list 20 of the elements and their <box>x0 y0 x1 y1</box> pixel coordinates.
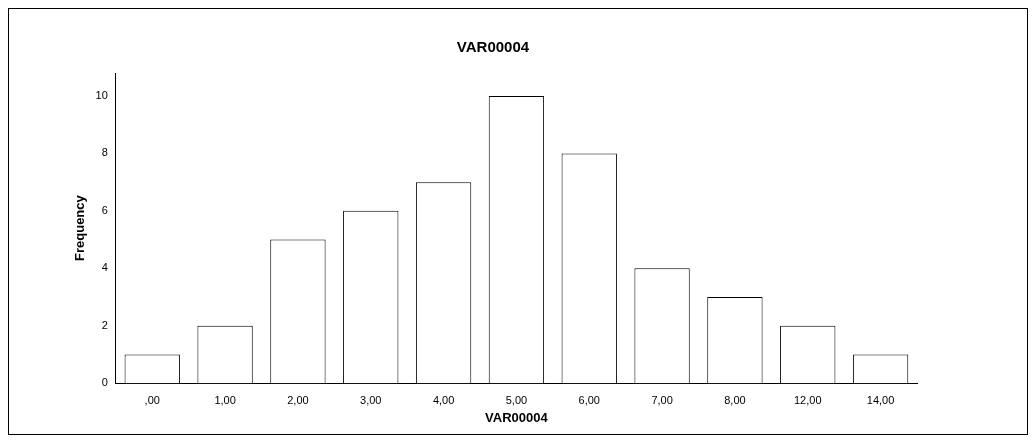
x-tick-label: ,00 <box>144 393 160 406</box>
x-axis-title: VAR00004 <box>485 409 549 425</box>
x-tick-label: 3,00 <box>360 393 382 406</box>
x-tick-label: 6,00 <box>578 393 600 406</box>
x-tick-label: 14,00 <box>866 393 895 406</box>
x-tick-label: 7,00 <box>651 393 673 406</box>
y-tick-label: 2 <box>101 318 108 331</box>
y-tick-label: 6 <box>101 203 108 216</box>
x-tick-label: 5,00 <box>505 393 528 406</box>
x-tick-label: 8,00 <box>724 393 746 406</box>
y-tick-label: 10 <box>95 89 108 102</box>
x-tick-label: 12,00 <box>793 393 822 406</box>
x-tick-label: 1,00 <box>214 393 236 406</box>
y-axis-title: Frequency <box>72 194 88 261</box>
chart-title: VAR00004 <box>456 38 530 56</box>
y-tick-label: 0 <box>101 376 108 389</box>
x-tick-label: 2,00 <box>287 393 309 406</box>
y-tick-label: 4 <box>101 261 108 274</box>
x-tick-label: 4,00 <box>432 393 455 406</box>
y-tick-label: 8 <box>101 146 108 159</box>
